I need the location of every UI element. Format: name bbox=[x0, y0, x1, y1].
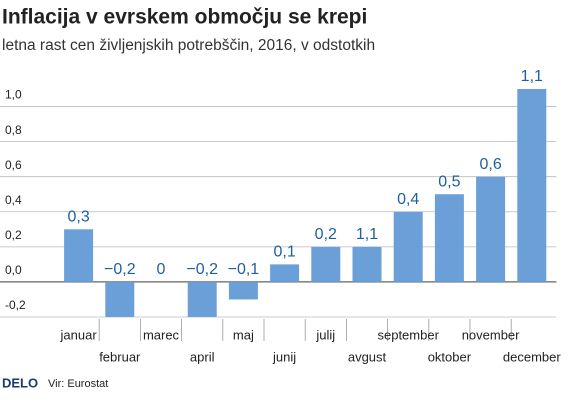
y-tick-label: 0,8 bbox=[5, 123, 22, 137]
bar bbox=[352, 246, 382, 282]
bar bbox=[270, 264, 300, 282]
bar bbox=[187, 281, 217, 317]
bar bbox=[393, 211, 423, 282]
x-tick-label: junij bbox=[272, 349, 296, 364]
value-label: 0,3 bbox=[67, 209, 89, 226]
x-tick-label: november bbox=[462, 327, 520, 342]
bar bbox=[476, 176, 506, 282]
chart-subtitle: letna rast cen življenjskih potrebščin, … bbox=[2, 37, 375, 54]
bar bbox=[64, 229, 94, 282]
value-label: 0 bbox=[157, 261, 166, 278]
y-tick-label: 0,0 bbox=[5, 263, 22, 277]
source: Vir: Eurostat bbox=[48, 378, 108, 390]
x-tick-label: oktober bbox=[428, 349, 472, 364]
value-label: 1,1 bbox=[521, 68, 543, 85]
value-label: 0,2 bbox=[315, 226, 337, 243]
x-tick-label: marec bbox=[143, 327, 180, 342]
y-tick-label: -0,2 bbox=[5, 298, 26, 312]
value-label: −0,2 bbox=[104, 261, 136, 278]
value-label: −0,2 bbox=[186, 261, 218, 278]
value-label: 0,6 bbox=[479, 156, 501, 173]
y-tick-label: 0,2 bbox=[5, 228, 22, 242]
value-label: 1,1 bbox=[356, 226, 378, 243]
x-tick-label: februar bbox=[99, 349, 141, 364]
x-tick-label: december bbox=[503, 349, 561, 364]
value-label: −0,1 bbox=[228, 261, 260, 278]
y-tick-label: 0,6 bbox=[5, 158, 22, 172]
bar bbox=[311, 246, 341, 282]
value-label: 0,1 bbox=[273, 244, 295, 261]
y-tick-label: 0,4 bbox=[5, 193, 22, 207]
x-tick-label: april bbox=[190, 349, 215, 364]
bar bbox=[105, 281, 135, 317]
x-tick-label: avgust bbox=[348, 349, 387, 364]
x-tick-label: september bbox=[377, 327, 439, 342]
chart-title: Inflacija v evrskem območju se krepi bbox=[2, 6, 367, 29]
x-tick-label: julij bbox=[315, 327, 335, 342]
x-tick-label: maj bbox=[233, 327, 254, 342]
bar bbox=[228, 281, 258, 300]
value-label: 0,5 bbox=[438, 173, 460, 190]
source-brand: DELO bbox=[2, 375, 38, 390]
bar bbox=[434, 194, 464, 282]
value-label: 0,4 bbox=[397, 191, 419, 208]
y-tick-label: 1,0 bbox=[5, 88, 22, 102]
bar bbox=[517, 89, 547, 282]
x-tick-label: januar bbox=[60, 327, 98, 342]
